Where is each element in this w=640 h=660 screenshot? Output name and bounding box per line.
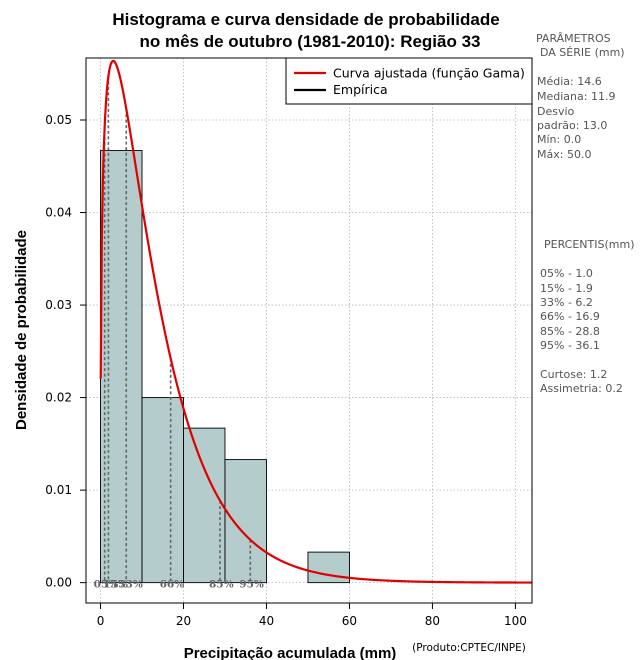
percentil-95: 95% - 36.1 [540,339,600,352]
y-tick-label-4: 0.04 [45,206,72,220]
legend-box [285,57,533,105]
stat-media: Média: 14.6 [537,75,602,88]
percentile-label-95%: 95% [239,579,264,591]
credit-text: (Produto:CPTEC/INPE) [412,642,526,654]
x-axis: 0 20 40 60 80 100 [97,603,527,628]
x-tick-label-4: 80 [425,614,440,628]
histogram-bars [100,150,350,584]
x-tick-label-2: 40 [259,614,274,628]
histogram-bar-1 [141,397,184,584]
chart-title-line1: Histograma e curva densidade de probabil… [112,10,499,29]
fitted-curve-group [99,59,532,584]
percentile-label-05%: 05% [94,579,119,591]
stat-desvio-1: Desvio [537,105,575,118]
histogram-bar-0 [100,150,143,584]
legend: Curva ajustada (função Gama) Empírica [285,57,533,105]
percentile-label-15%: 15% [103,579,128,591]
y-tick-label-2: 0.02 [45,391,72,405]
percentil-05: 05% - 1.0 [540,267,593,280]
x-tick-label-3: 60 [342,614,357,628]
percentil-15: 15% - 1.9 [540,282,593,295]
x-axis-title: Precipitação acumulada (mm) [184,645,397,660]
stat-mediana: Mediana: 11.9 [537,90,615,103]
percentile-label-85%: 85% [209,579,234,591]
percentis-title: PERCENTIS(mm) [544,238,635,251]
y-tick-label-1: 0.01 [45,483,72,497]
y-tick-label-5: 0.05 [45,113,72,127]
percentil-33: 33% - 6.2 [540,296,593,309]
percentile-lines: 05%15%33% 66% 85% 95% [94,75,264,591]
chart-title-line2: no mês de outubro (1981-2010): Região 33 [139,32,480,51]
stat-max: Máx: 50.0 [537,148,591,161]
percentile-label-66%: 66% [160,579,185,591]
x-tick-label-1: 20 [176,614,191,628]
params-title-2: DA SÉRIE (mm) [540,46,625,59]
y-axis-title: Densidade de probabilidade [13,230,30,430]
stat-min: Mín: 0.0 [537,133,581,146]
y-tick-label-0: 0.00 [45,576,72,590]
histogram-bar-3 [224,459,267,584]
percentil-85: 85% - 28.8 [540,325,600,338]
histogram-bar-2 [183,427,226,584]
percentil-66: 66% - 16.9 [540,310,600,323]
params-title-1: PARÂMETROS [536,32,611,45]
side-panel: PARÂMETROS DA SÉRIE (mm) Média: 14.6 Med… [536,32,635,395]
x-tick-label-0: 0 [97,614,105,628]
legend-empirical-label: Empírica [333,82,388,97]
y-tick-label-3: 0.03 [45,298,72,312]
legend-curve-label: Curva ajustada (função Gama) [333,66,525,81]
stat-curtose: Curtose: 1.2 [540,368,607,381]
percentile-label-33%: 33% [118,579,143,591]
stat-desvio-2: padrão: 13.0 [537,119,607,132]
y-axis: 0.00 0.01 0.02 0.03 0.04 0.05 [45,113,86,590]
fitted-gamma-curve [99,59,532,584]
stat-assimetria: Assimetria: 0.2 [540,382,623,395]
x-tick-label-5: 100 [504,614,527,628]
